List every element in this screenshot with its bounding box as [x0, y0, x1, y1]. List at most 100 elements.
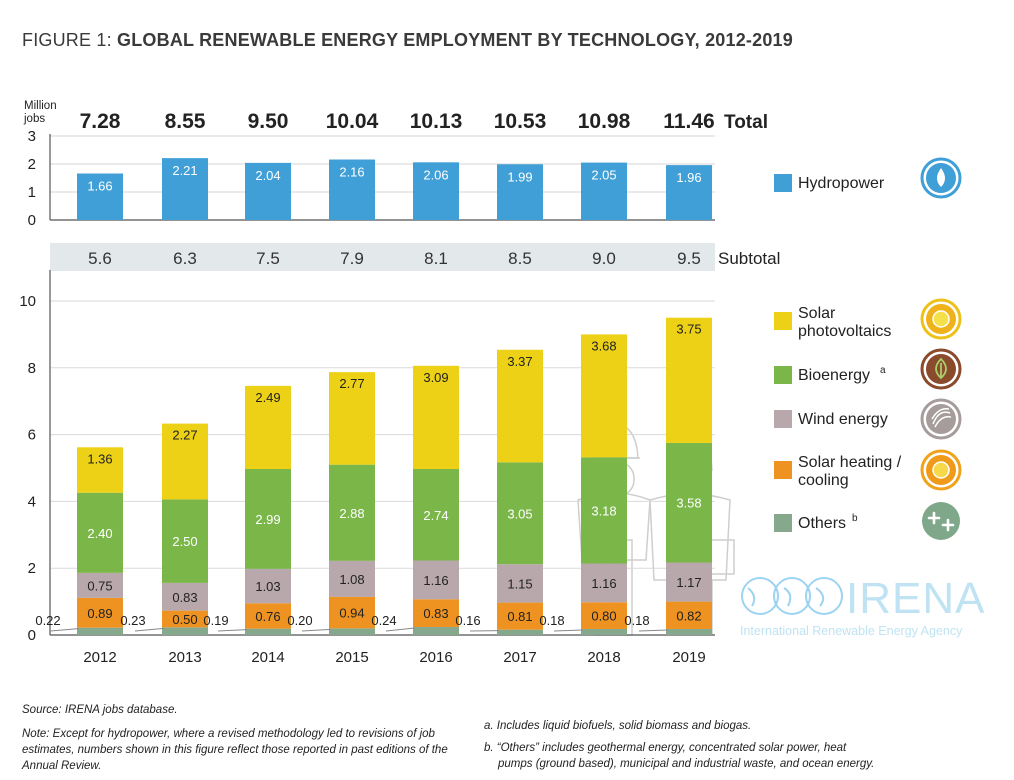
- methodology-note: Note: Except for hydropower, where a rev…: [22, 728, 448, 772]
- bar-segment-solar-photovoltaics: [162, 423, 208, 500]
- total-label: 10.98: [578, 110, 631, 133]
- bar-segment-solar-heating-cooling: [245, 603, 291, 629]
- bar-segment-solar-photovoltaics: [497, 349, 543, 463]
- bar-segment-bioenergy: [413, 469, 459, 561]
- hydropower-panel: Million jobs 0 1 2 3 1.66 2.21 2.04 2.16 2.06 1.…: [23, 100, 768, 229]
- data-label-others: 0.20: [287, 613, 312, 628]
- data-label-solar-heating-cooling: 0.82: [676, 608, 701, 623]
- x-tick-label: 2012: [83, 649, 116, 666]
- data-label-others: 0.16: [455, 613, 480, 628]
- sun-icon: [920, 298, 962, 340]
- data-label-hydropower: 2.16: [339, 165, 364, 180]
- total-label: 7.28: [80, 110, 121, 133]
- total-label: 9.50: [248, 110, 289, 133]
- x-tick-label: 2019: [672, 649, 705, 666]
- bar-segment-others: [77, 627, 123, 635]
- legend-sup-others: b: [852, 513, 858, 524]
- leader-line: [638, 629, 669, 632]
- legend-sup-bioenergy: a: [880, 365, 886, 376]
- leader-line: [217, 629, 248, 632]
- leaf-icon: [920, 348, 962, 390]
- bar-hydropower: [413, 162, 459, 220]
- x-tick-label: 2018: [587, 649, 620, 666]
- data-label-wind-energy: 1.03: [255, 579, 280, 594]
- data-label-wind-energy: 0.83: [172, 590, 197, 605]
- figure-title: FIGURE 1: GLOBAL RENEWABLE ENERGY EMPLOY…: [22, 30, 793, 51]
- logo-name: IRENA: [846, 574, 985, 623]
- total-label: 8.55: [165, 110, 206, 133]
- total-label: 10.53: [494, 110, 547, 133]
- bar-hydropower: [162, 158, 208, 220]
- leader-line: [301, 628, 332, 632]
- bar-segment-wind-energy: [413, 560, 459, 600]
- data-label-hydropower: 1.99: [507, 169, 532, 184]
- x-tick-label: 2014: [251, 649, 284, 666]
- total-label: 10.13: [410, 110, 463, 133]
- figure-label: FIGURE 1:: [22, 30, 112, 50]
- bar-hydropower: [666, 165, 712, 220]
- data-label-solar-photovoltaics: 3.09: [423, 370, 448, 385]
- legend-swatch-others: [774, 514, 792, 532]
- y-axis-label-line2: jobs: [23, 113, 45, 125]
- bar-segment-others: [162, 627, 208, 635]
- subtotal-label: Subtotal: [718, 249, 780, 268]
- bar-segment-bioenergy: [581, 457, 627, 564]
- bar-segment-others: [245, 628, 291, 635]
- data-label-hydropower: 2.05: [591, 168, 616, 183]
- subtotal-background: [50, 243, 715, 271]
- data-label-solar-photovoltaics: 3.37: [507, 354, 532, 369]
- y-tick-label: 4: [28, 493, 36, 510]
- legend-swatch-solar-heating: [774, 461, 792, 479]
- data-label-solar-photovoltaics: 3.75: [676, 322, 701, 337]
- subtotal-band: 5.6 6.3 7.5 7.9 8.1 8.5 9.0 9.5 Subtotal: [50, 243, 780, 271]
- bar-segment-bioenergy: [666, 442, 712, 563]
- legend-label-solar-pv-line1: Solar: [798, 305, 836, 322]
- legend-label-solar-pv-line2: photovoltaics: [798, 323, 891, 340]
- data-label-wind-energy: 1.16: [591, 576, 616, 591]
- bar-hydropower: [581, 162, 627, 220]
- data-label-wind-energy: 1.15: [507, 576, 532, 591]
- subtotal-value: 7.5: [256, 249, 280, 268]
- bar-segment-solar-photovoltaics: [77, 447, 123, 493]
- leader-line: [553, 629, 584, 632]
- legend-label-wind: Wind energy: [798, 411, 888, 428]
- data-label-others: 0.22: [35, 613, 60, 628]
- data-label-wind-energy: 0.75: [87, 578, 112, 593]
- source-note: Source: IRENA jobs database.: [22, 704, 178, 716]
- data-label-wind-energy: 1.16: [423, 573, 448, 588]
- bar-segment-solar-photovoltaics: [581, 334, 627, 458]
- bar-segment-solar-photovoltaics: [666, 317, 712, 443]
- subtotal-value: 6.3: [173, 249, 197, 268]
- bar-segment-wind-energy: [77, 572, 123, 598]
- data-label-solar-photovoltaics: 3.68: [591, 338, 616, 353]
- sun-icon: [920, 449, 962, 491]
- bar-segment-others: [329, 628, 375, 635]
- legend-swatch-wind: [774, 410, 792, 428]
- bar-segment-solar-photovoltaics: [329, 372, 375, 465]
- logo-subtitle: International Renewable Energy Agency: [740, 624, 963, 638]
- globe-logo-icon: [741, 577, 843, 615]
- y-tick-label: 2: [28, 156, 36, 173]
- y-tick-label: 0: [28, 627, 36, 644]
- bar-segment-wind-energy: [162, 582, 208, 611]
- data-label-bioenergy: 3.05: [507, 506, 532, 521]
- data-label-solar-heating-cooling: 0.83: [423, 606, 448, 621]
- bar-segment-wind-energy: [329, 560, 375, 597]
- bar-segment-wind-energy: [666, 562, 712, 602]
- data-label-others: 0.18: [539, 613, 564, 628]
- total-label: 11.46: [663, 110, 714, 133]
- employment-chart: Million jobs 0 1 2 3 1.66 2.21 2.04 2.16 2.06 1.…: [19, 100, 985, 666]
- data-label-hydropower: 2.21: [172, 163, 197, 178]
- data-label-solar-heating-cooling: 0.89: [87, 606, 112, 621]
- bar-segment-solar-heating-cooling: [162, 610, 208, 628]
- bar-segment-solar-heating-cooling: [497, 602, 543, 630]
- bar-segment-bioenergy: [77, 492, 123, 573]
- data-label-hydropower: 2.04: [255, 168, 280, 183]
- leader-line: [134, 627, 165, 632]
- footnote-b-line2: pumps (ground based), municipal and indu…: [498, 758, 875, 770]
- data-label-solar-heating-cooling: 0.50: [172, 612, 197, 627]
- data-label-solar-photovoltaics: 1.36: [87, 451, 112, 466]
- subtotal-value: 9.5: [677, 249, 701, 268]
- data-label-bioenergy: 2.99: [255, 512, 280, 527]
- data-label-wind-energy: 1.17: [676, 575, 701, 590]
